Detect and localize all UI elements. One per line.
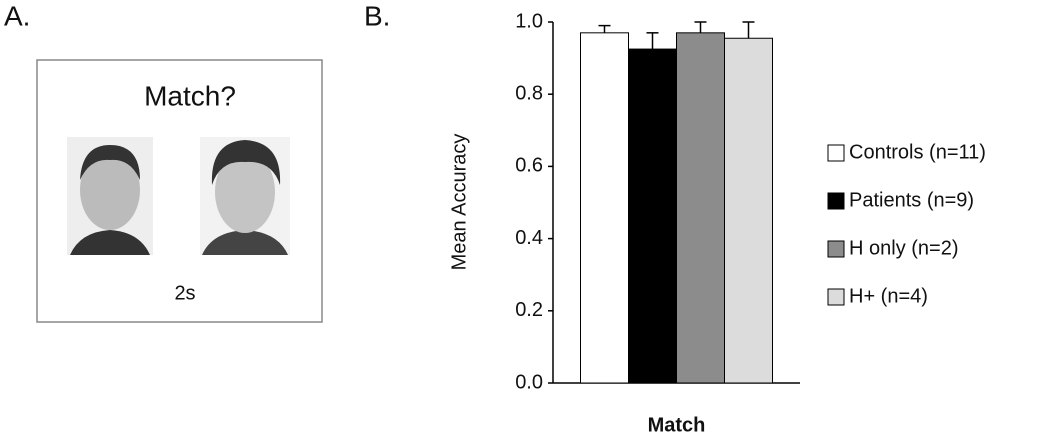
duration: 2s [174, 282, 195, 304]
bar [676, 32, 725, 384]
x-tick-label: Match [648, 414, 706, 436]
legend-label: H+ (n=4) [849, 285, 928, 307]
bar [580, 32, 629, 384]
legend-swatch [827, 192, 845, 210]
panel-label: A. [4, 0, 30, 31]
legend-label: H only (n=2) [849, 237, 959, 259]
legend-label: Patients (n=9) [849, 189, 974, 211]
panel-label: B. [364, 0, 390, 31]
y-tick-label: 0.8 [515, 82, 543, 104]
y-axis-label: Mean Accuracy [448, 134, 470, 271]
legend-swatch [827, 144, 845, 162]
legend-swatch [827, 240, 845, 258]
legend-label: Controls (n=11) [849, 141, 986, 163]
y-tick-label: 0.2 [515, 299, 543, 321]
legend-swatch [827, 288, 845, 306]
y-tick-label: 1.0 [515, 10, 543, 32]
bar [724, 37, 773, 384]
y-tick-label: 0.6 [515, 155, 543, 177]
face-right [200, 137, 290, 255]
y-tick-label: 0.0 [515, 371, 543, 393]
bar [628, 48, 677, 384]
prompt: Match? [144, 80, 236, 111]
y-tick-label: 0.4 [515, 227, 543, 249]
face-left [67, 137, 153, 255]
